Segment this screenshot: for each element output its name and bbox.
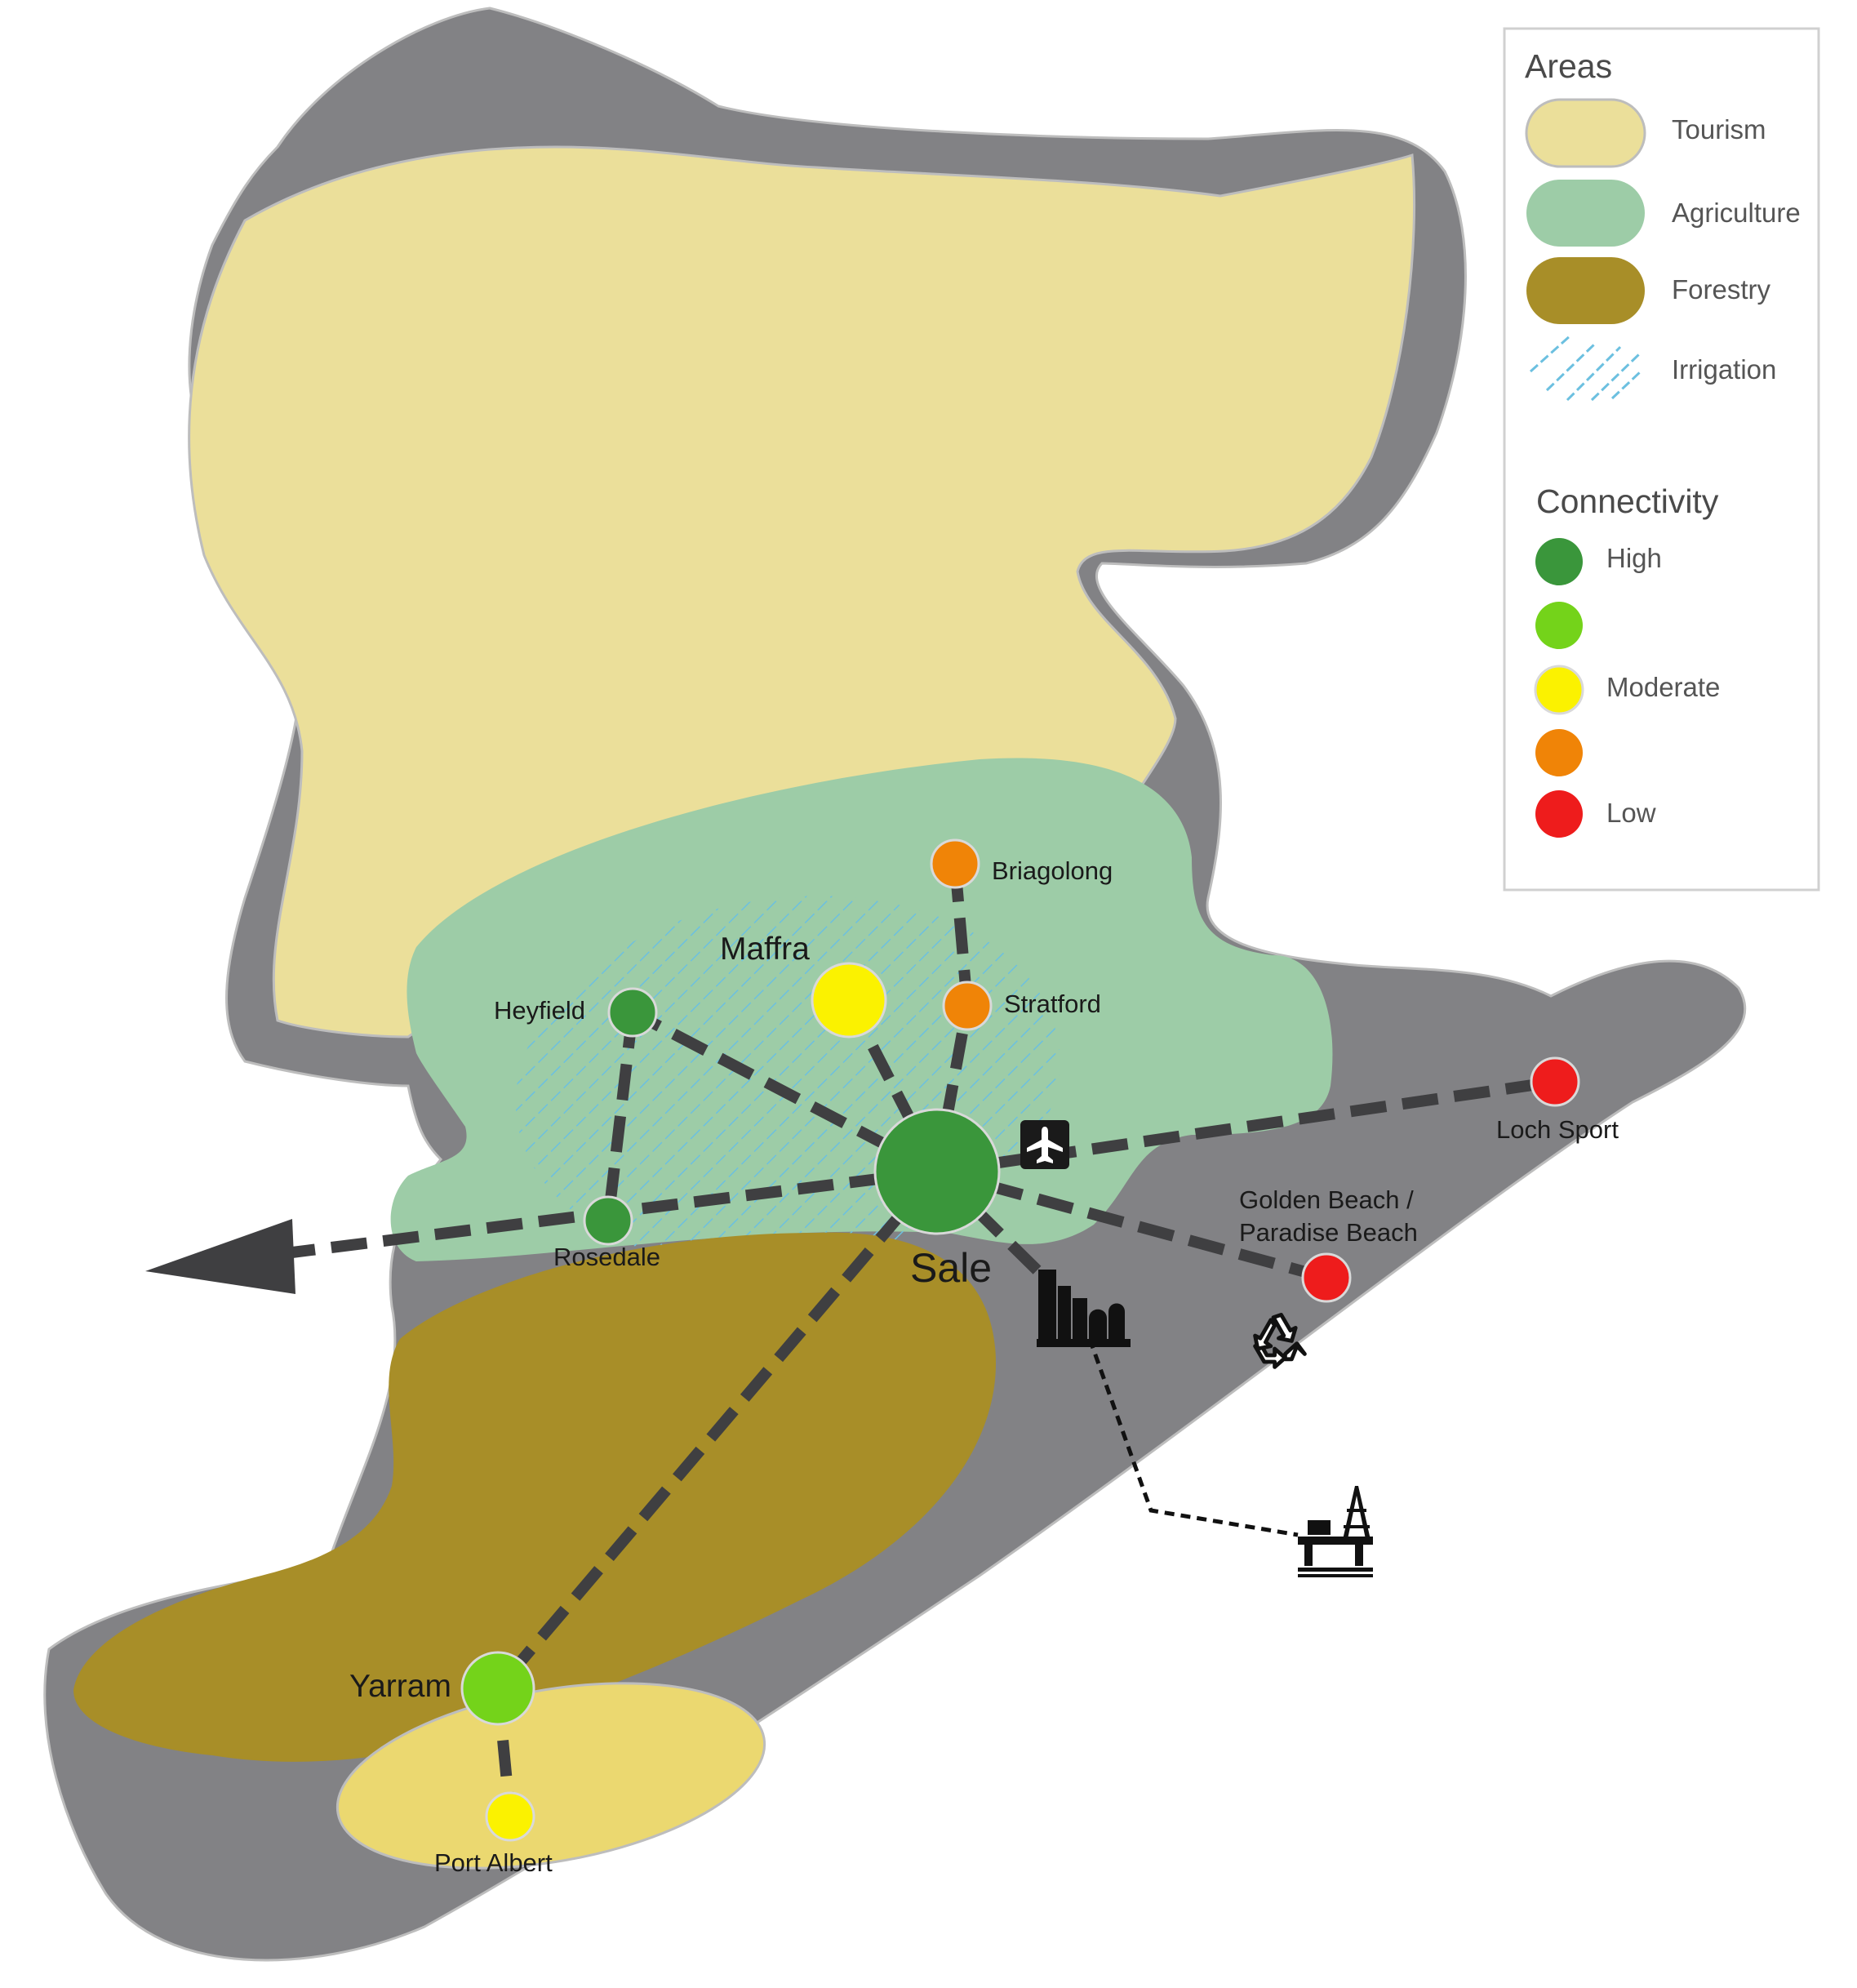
legend-swatch-tourism — [1525, 98, 1646, 168]
legend: Areas Tourism Agriculture Forestry Irrig… — [1503, 27, 1820, 892]
legend-dot-high-moderate — [1535, 602, 1583, 649]
town-marker-maffra[interactable] — [811, 962, 887, 1038]
town-label-briagolong: Briagolong — [992, 856, 1113, 885]
town-label-loch-sport: Loch Sport — [1496, 1115, 1619, 1144]
town-label-heyfield: Heyfield — [494, 996, 585, 1025]
industrial-plant-icon — [1037, 1270, 1131, 1347]
town-label-golden-beach-line2: Paradise Beach — [1239, 1218, 1418, 1247]
town-marker-rosedale[interactable] — [583, 1195, 633, 1246]
airport-icon — [1020, 1120, 1069, 1169]
legend-label-agriculture: Agriculture — [1672, 198, 1801, 228]
legend-label-high: High — [1606, 543, 1662, 573]
legend-label-forestry: Forestry — [1672, 274, 1771, 305]
town-label-maffra: Maffra — [720, 932, 810, 967]
offshore-oil-rig-icon — [1298, 1486, 1373, 1577]
road-sale-golden-beach — [935, 1166, 1328, 1283]
town-marker-stratford[interactable] — [942, 981, 993, 1031]
town-label-sale: Sale — [910, 1245, 992, 1291]
legend-dot-low — [1535, 790, 1583, 838]
town-marker-sale[interactable] — [873, 1108, 1001, 1235]
legend-swatch-irrigation — [1529, 333, 1642, 402]
outbound-arrow-icon — [145, 1219, 295, 1294]
road-sale-yarram — [493, 1167, 942, 1692]
town-label-rosedale: Rosedale — [553, 1243, 660, 1271]
legend-swatch-agriculture — [1526, 180, 1645, 247]
legend-label-moderate: Moderate — [1606, 672, 1720, 702]
legend-areas-title: Areas — [1525, 47, 1612, 85]
town-label-stratford: Stratford — [1004, 990, 1101, 1018]
legend-label-irrigation: Irrigation — [1672, 354, 1776, 385]
town-marker-yarram[interactable] — [460, 1651, 535, 1726]
legend-label-low: Low — [1606, 798, 1656, 828]
tourism-area-north — [188, 145, 1416, 1038]
pipeline-line — [1087, 1338, 1299, 1537]
legend-dot-high — [1535, 538, 1583, 585]
town-label-yarram: Yarram — [349, 1669, 451, 1704]
legend-swatch-forestry — [1526, 257, 1645, 324]
town-markers — [460, 838, 1580, 1842]
legend-dot-moderate — [1534, 665, 1584, 715]
road-heyfield-rosedale — [602, 1012, 638, 1221]
legend-label-tourism: Tourism — [1672, 114, 1766, 145]
town-label-port-albert: Port Albert — [434, 1848, 553, 1877]
town-marker-briagolong[interactable] — [930, 838, 980, 889]
town-marker-loch-sport[interactable] — [1530, 1056, 1580, 1107]
tourism-area-south — [335, 1682, 766, 1870]
legend-dot-moderate-low — [1535, 729, 1583, 776]
forestry-area — [73, 1232, 996, 1762]
town-marker-port-albert[interactable] — [485, 1791, 535, 1842]
legend-connectivity-title: Connectivity — [1536, 483, 1719, 520]
recycling-icon — [1253, 1313, 1307, 1369]
town-marker-heyfield[interactable] — [607, 987, 658, 1038]
town-marker-golden-beach[interactable] — [1301, 1252, 1352, 1303]
town-label-golden-beach-line1: Golden Beach / — [1239, 1185, 1414, 1214]
